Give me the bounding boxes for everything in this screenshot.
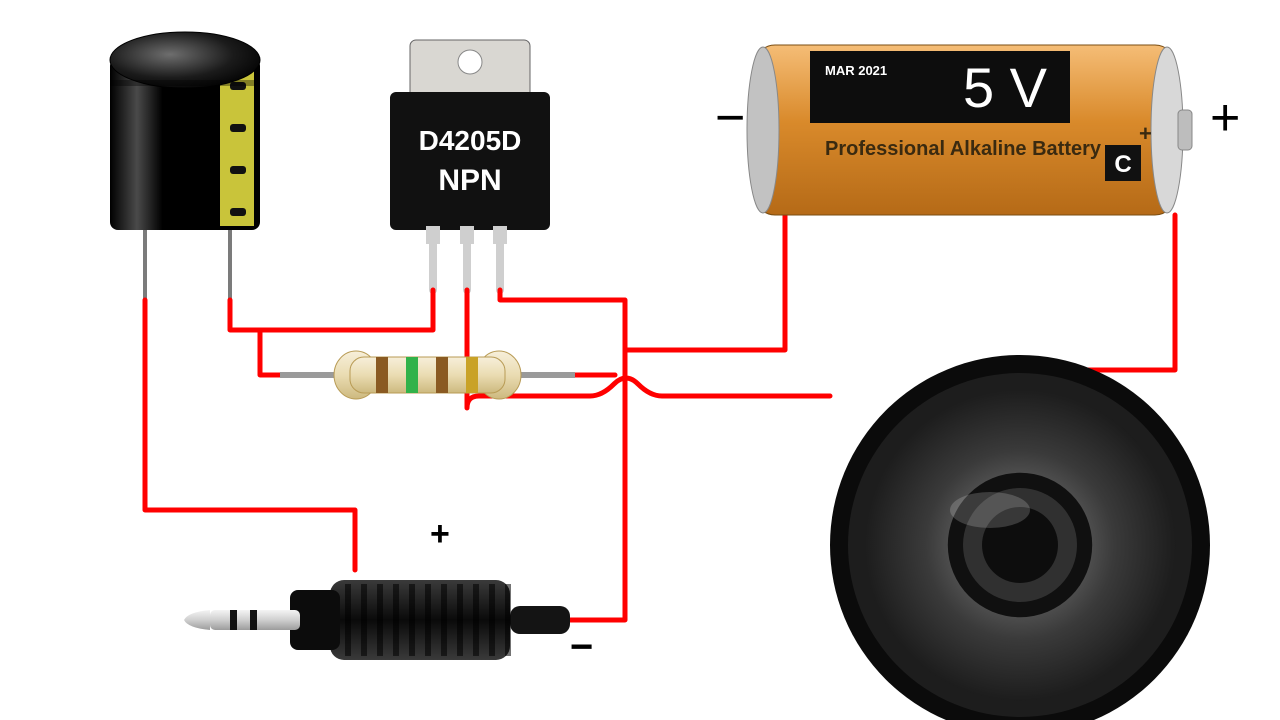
- speaker: [830, 355, 1210, 720]
- battery: MAR 2021 5 V Professional Alkaline Battery…: [747, 45, 1192, 215]
- transistor: D4205D NPN: [390, 40, 550, 244]
- svg-text:+: +: [1139, 121, 1152, 146]
- battery-subtitle-label: Professional Alkaline Battery: [825, 138, 1102, 160]
- battery-plus-label: +: [1210, 89, 1240, 147]
- circuit-diagram: D4205D NPN MAR 2021 5 V Professional Alkali…: [0, 0, 1280, 720]
- battery-voltage-label: 5 V: [963, 56, 1048, 119]
- capacitor: [110, 32, 260, 230]
- jack-plus-label: +: [430, 515, 450, 553]
- audio-jack: +−: [184, 515, 593, 669]
- battery-minus-label: −: [715, 89, 745, 147]
- transistor-part-label: D4205D: [419, 125, 522, 156]
- resistor: [280, 351, 575, 399]
- transistor-type-label: NPN: [438, 164, 501, 197]
- battery-size-label: C: [1114, 151, 1131, 178]
- jack-minus-label: −: [570, 625, 593, 669]
- battery-date-label: MAR 2021: [825, 63, 887, 78]
